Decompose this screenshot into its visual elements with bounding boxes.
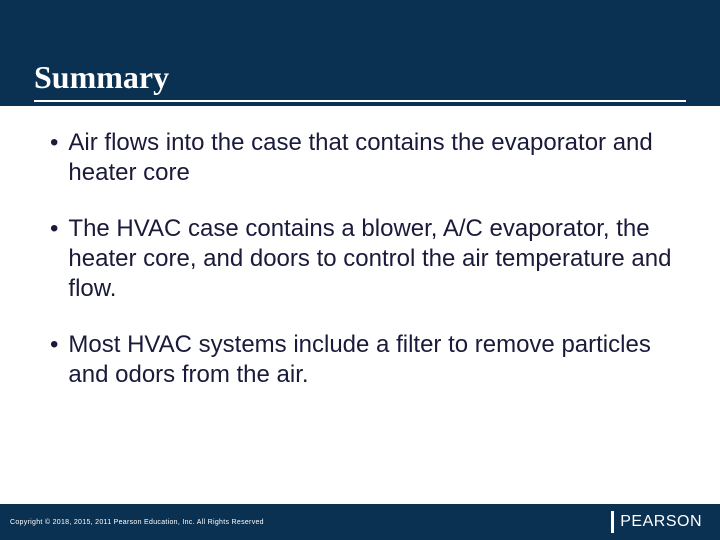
bullet-item: • Most HVAC systems include a filter to … bbox=[50, 330, 680, 390]
bullet-text: The HVAC case contains a blower, A/C eva… bbox=[68, 214, 680, 304]
bullet-dot-icon: • bbox=[50, 330, 58, 360]
pearson-logo: PEARSON bbox=[611, 511, 702, 533]
bullet-text: Air flows into the case that contains th… bbox=[68, 128, 680, 188]
slide-title: Summary bbox=[34, 59, 169, 96]
logo-bar-icon bbox=[611, 511, 614, 533]
bullet-item: • Air flows into the case that contains … bbox=[50, 128, 680, 188]
footer-bar: Copyright © 2018, 2015, 2011 Pearson Edu… bbox=[0, 504, 720, 540]
title-underline bbox=[34, 100, 686, 102]
bullet-dot-icon: • bbox=[50, 128, 58, 158]
bullet-text: Most HVAC systems include a filter to re… bbox=[68, 330, 680, 390]
copyright-text: Copyright © 2018, 2015, 2011 Pearson Edu… bbox=[10, 519, 264, 526]
bullet-item: • The HVAC case contains a blower, A/C e… bbox=[50, 214, 680, 304]
bullet-dot-icon: • bbox=[50, 214, 58, 244]
content-area: • Air flows into the case that contains … bbox=[0, 106, 720, 390]
logo-text: PEARSON bbox=[620, 513, 702, 531]
header-band: Summary bbox=[0, 0, 720, 106]
